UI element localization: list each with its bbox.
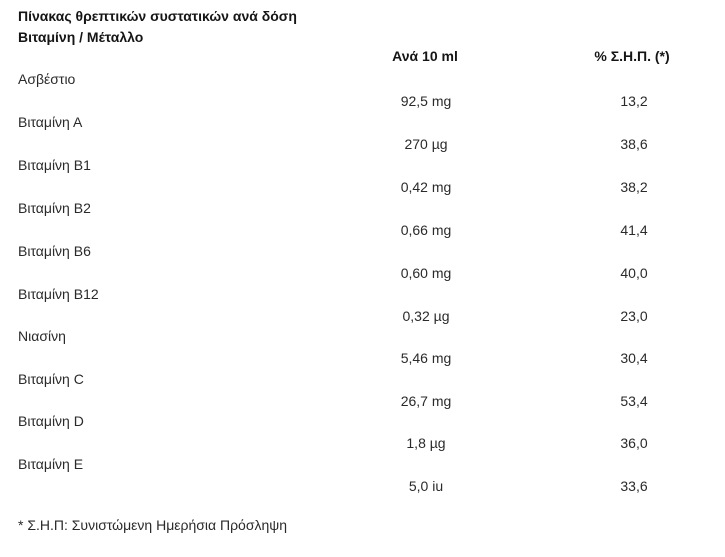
- nutrient-row: Βιταμίνη Β1 0,42 mg 38,2: [0, 157, 725, 200]
- nutrient-name: Βιταμίνη Ε: [18, 456, 84, 472]
- table-title-line1: Πίνακας θρεπτικών συστατικών ανά δόση: [18, 8, 297, 24]
- nutrient-row: Βιταμίνη Β12 0,32 µg 23,0: [0, 286, 725, 329]
- nutrient-row: Βιταμίνη C 26,7 mg 53,4: [0, 371, 725, 414]
- nutrient-row: Βιταμίνη Β2 0,66 mg 41,4: [0, 200, 725, 243]
- nutrient-percent: 38,2: [620, 179, 648, 195]
- nutrient-row: Βιταμίνη Β6 0,60 mg 40,0: [0, 243, 725, 286]
- nutrient-name: Βιταμίνη Α: [18, 114, 83, 130]
- nutrient-name: Βιταμίνη Β12: [18, 286, 99, 302]
- nutrient-amount: 5,0 iu: [408, 478, 444, 494]
- nutrient-percent: 33,6: [620, 478, 648, 494]
- nutrient-percent: 36,0: [620, 435, 648, 451]
- nutrient-amount: 270 µg: [404, 136, 448, 152]
- nutrient-name: Βιταμίνη Β2: [18, 200, 91, 216]
- nutrient-amount: 5,46 mg: [400, 350, 452, 366]
- nutrient-row: Βιταμίνη Α 270 µg 38,6: [0, 114, 725, 157]
- nutrient-amount: 0,32 µg: [402, 308, 450, 324]
- nutrient-amount: 26,7 mg: [400, 393, 452, 409]
- nutrient-percent: 13,2: [620, 93, 648, 109]
- nutrient-percent: 53,4: [620, 393, 648, 409]
- column-header-percent: % Σ.Η.Π. (*): [594, 48, 670, 64]
- footnote: * Σ.Η.Π: Συνιστώμενη Ημερήσια Πρόσληψη: [18, 517, 288, 533]
- nutrient-row: Ασβέστιο 92,5 mg 13,2: [0, 71, 725, 114]
- table-title-line2: Βιταμίνη / Μέταλλο: [18, 29, 144, 45]
- nutrient-percent: 41,4: [620, 222, 648, 238]
- nutrient-percent: 40,0: [620, 265, 648, 281]
- nutrient-amount: 0,42 mg: [400, 179, 452, 195]
- nutrient-percent: 30,4: [620, 350, 648, 366]
- nutrient-percent: 23,0: [620, 308, 648, 324]
- table-title: Πίνακας θρεπτικών συστατικών ανά δόση Βι…: [18, 6, 297, 48]
- nutrient-amount: 92,5 mg: [400, 93, 452, 109]
- nutrient-row: Νιασίνη 5,46 mg 30,4: [0, 328, 725, 371]
- nutrient-name: Βιταμίνη Β6: [18, 243, 91, 259]
- nutrient-name: Βιταμίνη Β1: [18, 157, 91, 173]
- nutrient-amount: 0,66 mg: [400, 222, 452, 238]
- nutrient-amount: 1,8 µg: [406, 435, 446, 451]
- nutrient-row: Βιταμίνη Ε 5,0 iu 33,6: [0, 456, 725, 499]
- nutrient-amount: 0,60 mg: [400, 265, 452, 281]
- nutrient-percent: 38,6: [620, 136, 648, 152]
- column-header-amount: Ανά 10 ml: [392, 48, 458, 64]
- nutrient-name: Νιασίνη: [18, 328, 66, 344]
- nutrient-row: Βιταμίνη D 1,8 µg 36,0: [0, 413, 725, 456]
- nutrient-name: Βιταμίνη D: [18, 413, 84, 429]
- nutrient-name: Βιταμίνη C: [18, 371, 84, 387]
- nutrient-name: Ασβέστιο: [18, 71, 76, 87]
